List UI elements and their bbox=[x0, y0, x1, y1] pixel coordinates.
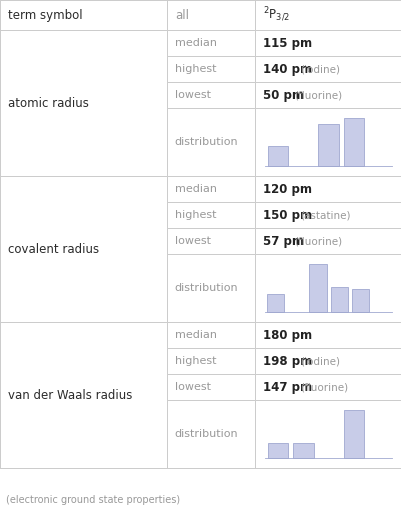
Bar bbox=[255, 374, 401, 400]
Text: median: median bbox=[174, 330, 216, 340]
Text: highest: highest bbox=[174, 64, 216, 74]
Text: highest: highest bbox=[174, 210, 216, 220]
Text: covalent radius: covalent radius bbox=[8, 243, 99, 256]
Bar bbox=[255, 228, 401, 254]
Text: distribution: distribution bbox=[174, 137, 238, 147]
Bar bbox=[343, 118, 363, 166]
Text: (electronic ground state properties): (electronic ground state properties) bbox=[6, 495, 180, 505]
Bar bbox=[343, 410, 363, 458]
Text: 147 pm: 147 pm bbox=[263, 381, 324, 393]
Bar bbox=[255, 30, 401, 56]
Text: (iodine): (iodine) bbox=[299, 64, 339, 74]
Text: lowest: lowest bbox=[174, 90, 210, 100]
Bar bbox=[255, 56, 401, 82]
Bar bbox=[166, 0, 255, 30]
Bar bbox=[0, 176, 166, 322]
Bar bbox=[267, 146, 288, 166]
Bar bbox=[292, 443, 313, 458]
Text: 180 pm: 180 pm bbox=[263, 329, 312, 341]
Bar bbox=[166, 82, 255, 108]
Text: 50 pm: 50 pm bbox=[263, 88, 316, 102]
Text: van der Waals radius: van der Waals radius bbox=[8, 388, 132, 402]
Bar bbox=[267, 443, 288, 458]
Text: 150 pm: 150 pm bbox=[263, 208, 324, 221]
Bar bbox=[0, 322, 166, 468]
Text: 198 pm: 198 pm bbox=[263, 355, 324, 367]
Text: lowest: lowest bbox=[174, 382, 210, 392]
Bar bbox=[318, 124, 338, 166]
Text: median: median bbox=[174, 38, 216, 48]
Bar bbox=[255, 176, 401, 202]
Bar bbox=[166, 202, 255, 228]
Text: (astatine): (astatine) bbox=[299, 210, 350, 220]
Bar bbox=[255, 400, 401, 468]
Text: median: median bbox=[174, 184, 216, 194]
Bar bbox=[166, 374, 255, 400]
Text: 115 pm: 115 pm bbox=[263, 36, 312, 50]
Bar bbox=[267, 294, 284, 312]
Text: (fluorine): (fluorine) bbox=[299, 382, 347, 392]
Text: highest: highest bbox=[174, 356, 216, 366]
Text: distribution: distribution bbox=[174, 429, 238, 439]
Text: (fluorine): (fluorine) bbox=[294, 90, 342, 100]
Text: all: all bbox=[174, 9, 188, 21]
Text: term symbol: term symbol bbox=[8, 9, 83, 21]
Bar bbox=[0, 0, 166, 30]
Bar bbox=[255, 0, 401, 30]
Bar bbox=[255, 108, 401, 176]
Text: (iodine): (iodine) bbox=[299, 356, 339, 366]
Bar bbox=[351, 289, 368, 312]
Bar bbox=[166, 228, 255, 254]
Bar bbox=[255, 322, 401, 348]
Bar bbox=[255, 254, 401, 322]
Text: atomic radius: atomic radius bbox=[8, 97, 89, 109]
Bar bbox=[166, 254, 255, 322]
Bar bbox=[309, 264, 326, 312]
Bar bbox=[166, 348, 255, 374]
Text: (fluorine): (fluorine) bbox=[294, 236, 342, 246]
Text: lowest: lowest bbox=[174, 236, 210, 246]
Bar bbox=[166, 176, 255, 202]
Bar bbox=[0, 30, 166, 176]
Bar bbox=[166, 56, 255, 82]
Bar bbox=[255, 82, 401, 108]
Bar bbox=[166, 108, 255, 176]
Text: 140 pm: 140 pm bbox=[263, 62, 324, 76]
Bar bbox=[166, 322, 255, 348]
Bar bbox=[255, 348, 401, 374]
Text: distribution: distribution bbox=[174, 283, 238, 293]
Bar bbox=[166, 400, 255, 468]
Text: $\mathregular{^2P_{3/2}}$: $\mathregular{^2P_{3/2}}$ bbox=[263, 6, 290, 24]
Bar bbox=[330, 287, 347, 312]
Text: 120 pm: 120 pm bbox=[263, 182, 312, 196]
Bar bbox=[166, 30, 255, 56]
Bar bbox=[255, 202, 401, 228]
Text: 57 pm: 57 pm bbox=[263, 235, 316, 247]
